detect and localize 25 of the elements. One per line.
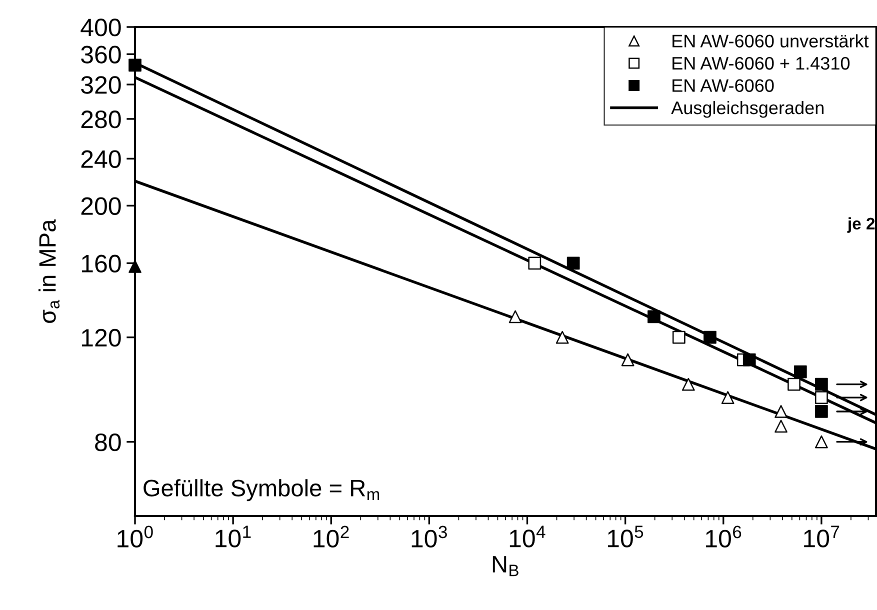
y-tick-label: 200 [81,197,121,215]
annotation: je 2 [847,217,875,233]
y-axis-title: σ$_{a}$ in MPa [38,219,60,323]
x-tick-label: 10$^{2}$ [314,526,349,548]
y-tick-label: 160 [82,254,121,272]
x-tick-label: 10$^{7}$ [804,526,840,548]
x-tick-label: 10$^{0}$ [118,526,153,548]
x-axis-title: N$_{B}$ [492,556,518,576]
y-tick-label: 240 [81,150,121,168]
y-tick-label: 320 [81,76,121,94]
x-tick-label: 10$^{3}$ [412,526,447,548]
legend-label: EN AW-6060 + 1.4310 [672,56,850,70]
y-tick-label: 400 [80,18,121,36]
annotation: Gefüllte Symbole = R$_{m}$ [144,479,380,502]
legend-label: Ausgleichsgeraden [671,100,824,118]
y-tick-label: 120 [82,328,121,347]
x-tick-label: 10$^{5}$ [608,526,644,548]
y-tick-label: 80 [95,433,121,452]
y-tick-label: 360 [81,46,121,64]
legend-label: EN AW-6060 [672,79,774,92]
x-tick-label: 10$^{1}$ [216,526,251,548]
legend-label: EN AW-6060 unverstärkt [672,34,869,48]
x-tick-label: 10$^{6}$ [706,526,742,548]
y-tick-label: 280 [81,110,121,128]
x-tick-label: 10$^{4}$ [510,526,546,548]
